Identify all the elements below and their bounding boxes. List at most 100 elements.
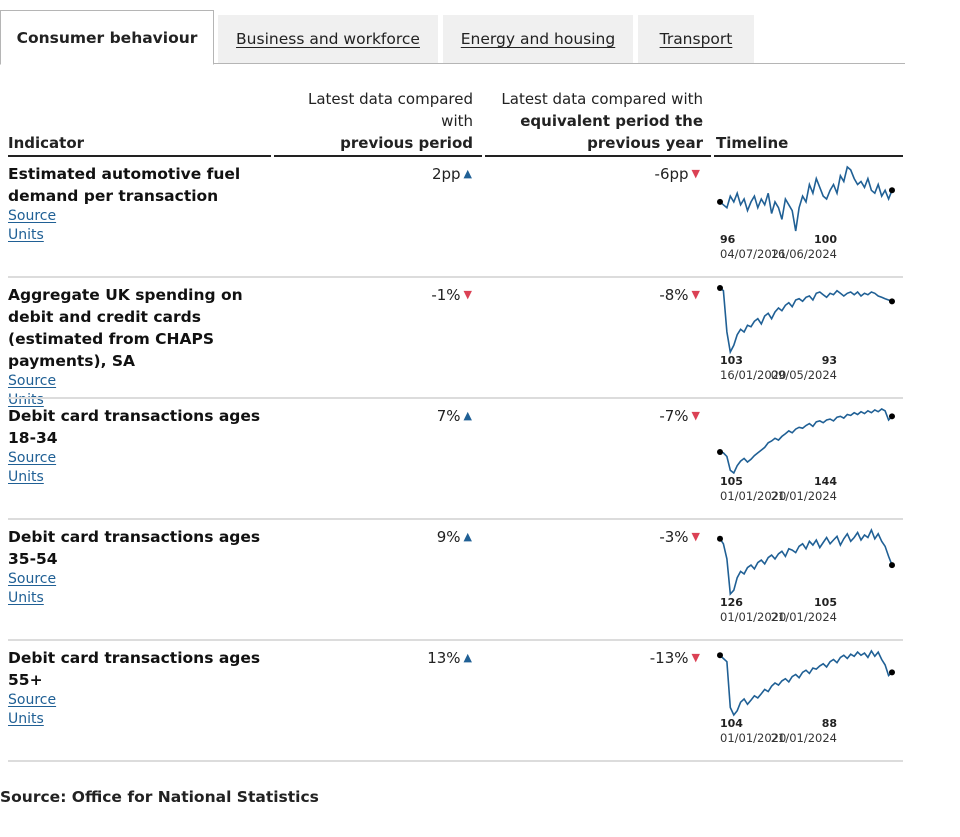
tab-consumer-behaviour[interactable]: Consumer behaviour (0, 10, 214, 65)
header-rule (8, 155, 271, 157)
timeline-sparkline (717, 649, 895, 717)
timeline-end-value: 105 (814, 596, 837, 609)
previous-year-change: -6pp ▼ (485, 163, 700, 185)
timeline-start-value: 105 (720, 475, 743, 488)
timeline-start-date: 01/01/2020 (720, 489, 787, 503)
timeline-start-date: 04/07/2021 (720, 247, 787, 261)
previous-period-change: 2pp ▲ (274, 163, 472, 185)
source-link[interactable]: Source (8, 373, 57, 389)
triangle-down-icon: ▼ (691, 288, 700, 301)
table-row: Estimated automotive fuel demand per tra… (0, 157, 905, 278)
triangle-up-icon: ▲ (463, 409, 472, 422)
triangle-down-icon: ▼ (463, 288, 472, 301)
indicator-name: Debit card transactions ages 18-34 (8, 407, 261, 447)
timeline-start-date: 01/01/2020 (720, 731, 787, 745)
previous-year-change: -8% ▼ (485, 284, 700, 306)
indicator-name: Debit card transactions ages 35-54 (8, 528, 261, 568)
triangle-down-icon: ▼ (691, 530, 700, 543)
row-divider (8, 276, 903, 278)
header-previous-period: Latest data compared with previous perio… (274, 88, 473, 154)
indicator-cell: Estimated automotive fuel demand per tra… (8, 163, 270, 245)
previous-period-value: 2pp (431, 165, 461, 183)
header-timeline: Timeline (716, 134, 789, 152)
indicator-name: Aggregate UK spending on debit and credi… (8, 286, 243, 370)
previous-period-value: -1% (431, 286, 461, 304)
table-row: Debit card transactions ages 35-54 Sourc… (0, 520, 905, 641)
previous-period-change: 9% ▲ (274, 526, 472, 548)
previous-period-value: 13% (427, 649, 461, 667)
units-link[interactable]: Units (8, 392, 44, 408)
sparkline-end-point (889, 298, 895, 305)
table-row: Debit card transactions ages 55+ Source … (0, 641, 905, 762)
timeline-start-value: 104 (720, 717, 743, 730)
sparkline-path (719, 527, 893, 596)
triangle-up-icon: ▲ (463, 651, 472, 664)
footer-source: Source: Office for National Statistics (0, 788, 319, 806)
source-link[interactable]: Source (8, 692, 57, 708)
row-divider (8, 518, 903, 520)
timeline-start-value: 126 (720, 596, 743, 609)
previous-year-value: -6pp (654, 165, 689, 183)
timeline-start-date: 01/01/2020 (720, 610, 787, 624)
timeline-sparkline (717, 408, 895, 475)
header-previous-year-line2: equivalent period the (520, 112, 703, 130)
row-divider (8, 760, 903, 762)
tab-transport[interactable]: Transport (638, 15, 754, 63)
indicator-cell: Debit card transactions ages 35-54 Sourc… (8, 526, 270, 608)
sparkline-path (719, 649, 893, 717)
timeline-end-date: 21/01/2024 (770, 610, 837, 624)
triangle-down-icon: ▼ (691, 167, 700, 180)
source-link[interactable]: Source (8, 571, 57, 587)
timeline-end-date: 09/05/2024 (770, 368, 837, 382)
timeline-end-date: 21/01/2024 (770, 489, 837, 503)
table-row: Aggregate UK spending on debit and credi… (0, 278, 905, 408)
timeline-start-value: 103 (720, 354, 743, 367)
sparkline-end-point (889, 413, 895, 420)
header-rule (714, 155, 903, 157)
source-link[interactable]: Source (8, 450, 57, 466)
timeline-sparkline (717, 165, 895, 232)
units-link[interactable]: Units (8, 711, 44, 727)
source-link[interactable]: Source (8, 208, 57, 224)
previous-period-value: 9% (436, 528, 461, 546)
timeline-start-value: 96 (720, 233, 736, 246)
tab-business-and-workforce[interactable]: Business and workforce (218, 15, 438, 63)
units-link[interactable]: Units (8, 469, 44, 485)
sparkline-path (719, 287, 893, 355)
sparkline-path (719, 408, 893, 475)
previous-period-change: 7% ▲ (274, 405, 472, 427)
header-previous-year-line1: Latest data compared with (501, 90, 703, 108)
units-link[interactable]: Units (8, 227, 44, 243)
previous-year-value: -3% (659, 528, 689, 546)
sparkline-start-point (717, 652, 723, 659)
header-rule (485, 155, 711, 157)
header-previous-period-line3: previous period (340, 134, 473, 152)
previous-year-value: -8% (659, 286, 689, 304)
previous-year-change: -3% ▼ (485, 526, 700, 548)
timeline-sparkline (717, 285, 895, 355)
units-link[interactable]: Units (8, 590, 44, 606)
previous-year-change: -7% ▼ (485, 405, 700, 427)
table-row: Debit card transactions ages 18-34 Sourc… (0, 399, 905, 520)
indicator-cell: Debit card transactions ages 18-34 Sourc… (8, 405, 270, 487)
timeline-end-value: 88 (821, 717, 837, 730)
triangle-down-icon: ▼ (691, 651, 700, 664)
sparkline-start-point (717, 535, 723, 542)
previous-period-change: 13% ▲ (274, 647, 472, 669)
timeline-end-value: 100 (814, 233, 837, 246)
previous-year-change: -13% ▼ (485, 647, 700, 669)
indicator-name: Estimated automotive fuel demand per tra… (8, 165, 241, 205)
previous-year-value: -7% (659, 407, 689, 425)
timeline-end-date: 21/01/2024 (770, 731, 837, 745)
sparkline-end-point (889, 562, 895, 569)
triangle-up-icon: ▲ (463, 530, 472, 543)
previous-period-change: -1% ▼ (274, 284, 472, 306)
header-previous-year: Latest data compared with equivalent per… (485, 88, 703, 154)
header-previous-year-line3: previous year (587, 134, 703, 152)
indicator-cell: Debit card transactions ages 55+ Source … (8, 647, 270, 729)
sparkline-end-point (889, 187, 895, 194)
previous-year-value: -13% (649, 649, 689, 667)
sparkline-end-point (889, 669, 895, 676)
tab-energy-and-housing[interactable]: Energy and housing (443, 15, 633, 63)
timeline-end-date: 16/06/2024 (770, 247, 837, 261)
